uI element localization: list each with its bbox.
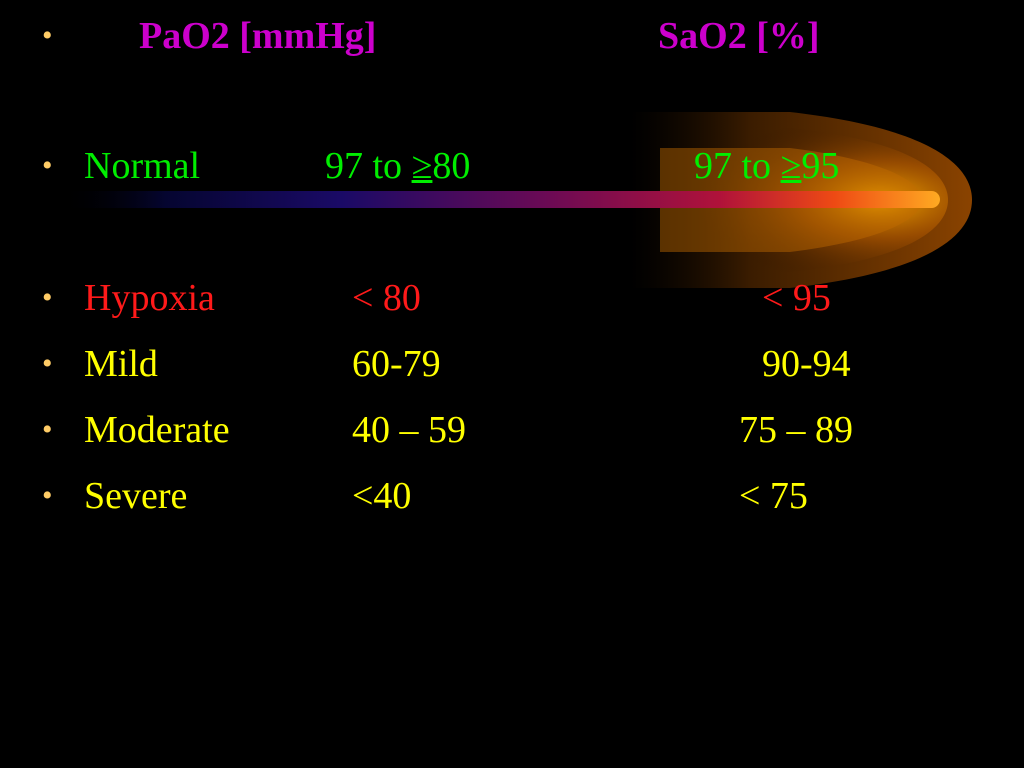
sao2-value: < 95 <box>762 277 831 319</box>
bullet: • <box>42 413 53 446</box>
pao2-symbol: ≥ <box>411 145 433 187</box>
pao2-value: 97 to ≥80 <box>325 142 470 190</box>
row-label: Moderate <box>84 409 230 451</box>
sao2-symbol: ≥ <box>780 145 802 187</box>
pao2-value: 40 – 59 <box>352 409 466 451</box>
bullet: • <box>42 149 53 182</box>
severe-row: • Severe <40 < 75 <box>0 472 1024 520</box>
pao2-value: <40 <box>352 475 412 517</box>
row-label: Severe <box>84 475 188 517</box>
pao2-column-header: PaO2 [mmHg] <box>139 15 377 57</box>
sao2-value: 97 to ≥95 <box>694 142 839 190</box>
sao2-value: 75 – 89 <box>739 409 853 451</box>
bullet: • <box>42 347 53 380</box>
mild-row: • Mild 60-79 90-94 <box>0 340 1024 388</box>
bullet: • <box>42 281 53 314</box>
bullet: • <box>42 479 53 512</box>
sao2-number: 95 <box>801 145 840 187</box>
pao2-value: < 80 <box>352 277 421 319</box>
row-label: Hypoxia <box>84 277 215 319</box>
header-row: • PaO2 [mmHg] SaO2 [%] <box>0 12 1024 60</box>
bullet: • <box>42 19 53 52</box>
row-label: Mild <box>84 343 158 385</box>
pao2-prefix: 97 to <box>325 145 412 187</box>
hypoxia-row: • Hypoxia < 80 < 95 <box>0 274 1024 322</box>
sao2-column-header: SaO2 [%] <box>658 15 820 57</box>
pao2-number: 80 <box>432 145 471 187</box>
row-label: Normal <box>84 145 201 187</box>
sao2-prefix: 97 to <box>694 145 781 187</box>
moderate-row: • Moderate 40 – 59 75 – 89 <box>0 406 1024 454</box>
sao2-value: 90-94 <box>762 343 851 385</box>
sao2-value: < 75 <box>739 475 808 517</box>
pao2-value: 60-79 <box>352 343 441 385</box>
normal-row: • Normal 97 to ≥80 97 to ≥95 <box>0 142 1024 190</box>
